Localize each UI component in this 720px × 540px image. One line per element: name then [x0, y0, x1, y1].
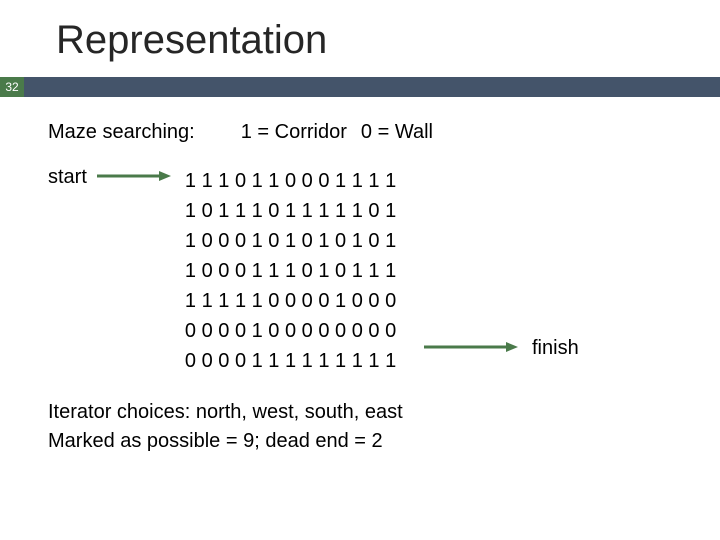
finish-label: finish — [532, 337, 579, 360]
arrow-right-icon — [97, 166, 171, 189]
maze-block: start 1 1 1 0 1 1 0 0 0 1 1 1 1 1 0 1 1 … — [48, 166, 720, 376]
start-label-wrap: start — [48, 166, 171, 189]
footer-text: Iterator choices: north, west, south, ea… — [48, 398, 720, 456]
legend-label: Maze searching: — [48, 121, 195, 144]
page-number-badge: 32 — [0, 77, 24, 97]
footer-line-1: Iterator choices: north, west, south, ea… — [48, 398, 720, 427]
maze-grid: 1 1 1 0 1 1 0 0 0 1 1 1 1 1 0 1 1 1 0 1 … — [185, 166, 396, 376]
page-title: Representation — [0, 0, 720, 77]
legend-row: Maze searching: 1 = Corridor 0 = Wall — [48, 121, 720, 144]
legend-wall: 0 = Wall — [361, 121, 433, 144]
start-label: start — [48, 166, 87, 189]
header-bar: 32 — [0, 77, 720, 97]
footer-line-2: Marked as possible = 9; dead end = 2 — [48, 427, 720, 456]
arrow-right-icon — [424, 337, 518, 360]
content-area: Maze searching: 1 = Corridor 0 = Wall st… — [0, 97, 720, 456]
finish-label-wrap: finish — [424, 337, 579, 360]
legend-corridor: 1 = Corridor — [241, 121, 347, 144]
header-bar-fill — [24, 77, 720, 97]
